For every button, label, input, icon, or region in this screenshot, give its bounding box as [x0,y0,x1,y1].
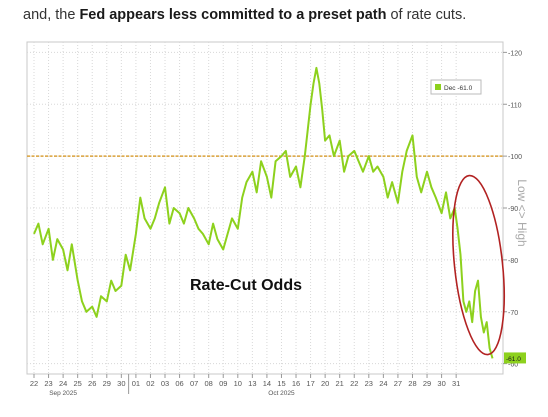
legend-label: Dec -61.0 [444,85,473,92]
y-tick-label: -60 [508,362,518,369]
y-tick-label: -100 [508,154,522,161]
x-tick-label: 17 [306,379,314,388]
month-label: Sep 2025 [49,390,77,397]
y-tick-label: -80 [508,258,518,265]
y-tick-label: -70 [508,310,518,317]
x-tick-label: 20 [321,379,329,388]
last-value-label: -61.0 [506,356,521,363]
x-tick-label: 10 [234,379,242,388]
series-line-dec [33,66,494,359]
x-tick-label: 23 [365,379,373,388]
x-tick-label: 23 [44,379,52,388]
x-tick-label: 27 [394,379,402,388]
x-tick-label: 29 [103,379,111,388]
chart-svg: -60 -70 -80 -90 -100 -110 -120 22 23 24 25 26 29 30 01… [26,41,529,397]
x-tick-label: 28 [408,379,416,388]
x-tick-label: 24 [379,379,387,388]
legend-box [430,79,482,95]
x-tick-label: 15 [277,379,285,388]
annotation-ellipse [452,174,505,356]
y-tick-label: -90 [508,206,518,213]
x-tick-label: 02 [146,379,154,388]
x-tick-label: 29 [423,379,431,388]
right-axis-label: Low <> High [515,179,529,246]
x-tick-label: 01 [132,379,140,388]
x-tick-label: 03 [161,379,169,388]
x-tick-label: 26 [88,379,96,388]
x-tick-label: 22 [350,379,358,388]
x-tick-label: 16 [292,379,300,388]
legend-swatch [435,84,441,90]
last-value-badge [504,352,526,364]
rate-cut-odds-chart: -60 -70 -80 -90 -100 -110 -120 22 23 24 25 26 29 30 01… [23,38,535,406]
x-tick-label: 06 [175,379,183,388]
x-tick-label: 08 [205,379,213,388]
x-tick-label: 30 [437,379,445,388]
intro-part-2: of rate cuts. [386,7,467,23]
y-tick-label: -110 [508,102,522,109]
intro-sentence: and, the Fed appears less committed to a… [23,7,466,23]
x-tick-label: 21 [336,379,344,388]
y-tick-label: -120 [508,50,522,57]
x-tick-label: 13 [248,379,256,388]
x-tick-label: 09 [219,379,227,388]
chart-title: Rate-Cut Odds [190,277,302,294]
x-tick-label: 22 [30,379,38,388]
x-tick-label: 14 [263,379,271,388]
intro-part-1: and, the [23,7,80,23]
intro-bold: Fed appears less committed to a preset p… [79,7,387,23]
x-tick-label: 30 [117,379,125,388]
x-tick-label: 07 [190,379,198,388]
x-tick-label: 24 [59,379,67,388]
x-tick-label: 25 [73,379,81,388]
x-tick-label: 31 [452,379,460,388]
month-label: Oct 2025 [268,390,295,397]
